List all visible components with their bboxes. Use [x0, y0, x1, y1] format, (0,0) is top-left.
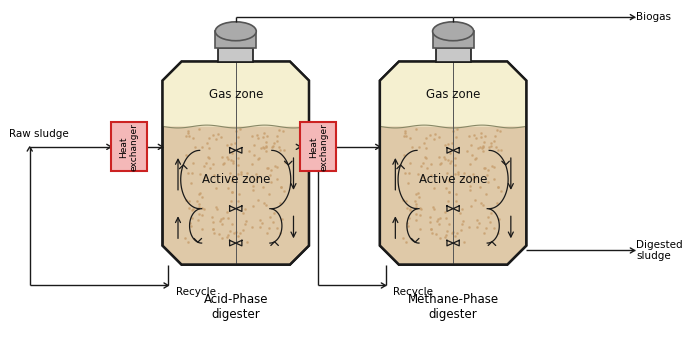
Text: Recycle: Recycle — [393, 287, 433, 297]
Ellipse shape — [215, 22, 256, 41]
Text: Gas zone: Gas zone — [426, 87, 480, 101]
Text: Biogas: Biogas — [636, 12, 671, 22]
Text: Gas zone: Gas zone — [208, 87, 263, 101]
Text: Digested
sludge: Digested sludge — [636, 240, 683, 261]
Bar — [111, 122, 147, 171]
Text: Heat
exchanger: Heat exchanger — [119, 123, 138, 171]
Ellipse shape — [433, 22, 473, 41]
Text: Heat
exchanger: Heat exchanger — [309, 123, 328, 171]
Text: Active zone: Active zone — [419, 173, 487, 186]
Text: Recycle: Recycle — [176, 287, 216, 297]
Text: Methane-Phase
digester: Methane-Phase digester — [408, 293, 499, 321]
Polygon shape — [162, 61, 309, 265]
Polygon shape — [380, 61, 526, 127]
Bar — [215, 31, 256, 48]
Text: Active zone: Active zone — [201, 173, 270, 186]
Polygon shape — [380, 61, 526, 265]
Polygon shape — [162, 61, 309, 127]
Bar — [218, 48, 253, 61]
Text: Raw sludge: Raw sludge — [9, 129, 68, 138]
Bar — [433, 31, 473, 48]
Bar — [301, 122, 336, 171]
Bar — [436, 48, 471, 61]
Text: Acid-Phase
digester: Acid-Phase digester — [203, 293, 268, 321]
